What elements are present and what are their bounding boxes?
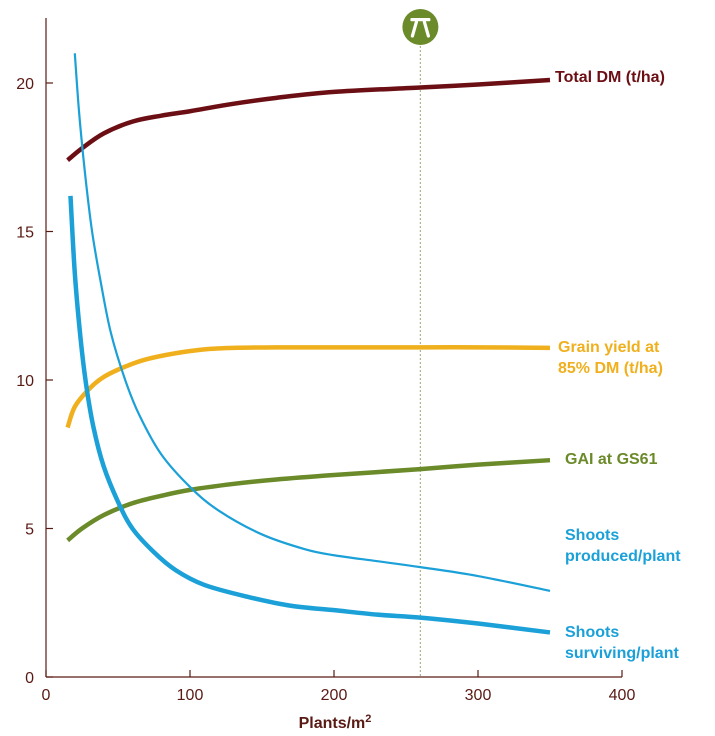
series-label-line: 85% DM (t/ha)	[558, 360, 663, 377]
x-tick-label: 100	[177, 687, 204, 704]
series-label-line: Shoots	[565, 527, 619, 544]
y-tick-label: 10	[16, 373, 34, 390]
series-line	[66, 77, 551, 162]
y-tick-label: 20	[16, 76, 34, 93]
series-label: Total DM (t/ha)	[555, 69, 665, 86]
y-tick-label: 15	[16, 225, 34, 242]
series-group	[65, 53, 551, 635]
series-label-line: Shoots	[565, 624, 619, 641]
series-label: GAI at GS61	[565, 451, 658, 468]
series-line	[66, 457, 551, 543]
series-labels: Total DM (t/ha) Grain yield at 85% DM (t/h…	[555, 69, 681, 662]
series-label: Grain yield at 85% DM (t/ha)	[558, 339, 663, 377]
series-line	[73, 53, 551, 592]
y-tick-label: 0	[25, 670, 34, 687]
series-line	[65, 345, 551, 429]
series-line	[68, 195, 551, 635]
y-tick-label: 5	[25, 522, 34, 539]
series-label-line: GAI at GS61	[565, 451, 658, 468]
series-label-line: Total DM (t/ha)	[555, 69, 665, 86]
marker	[402, 9, 439, 677]
series-label-line: Grain yield at	[558, 339, 660, 356]
x-axis-title: Plants/m2	[299, 713, 372, 732]
x-axis-title-text: Plants/m	[299, 715, 366, 732]
series-label: Shoots surviving/plant	[565, 624, 679, 662]
series-label: Shoots produced/plant	[565, 527, 681, 565]
drilling-icon	[402, 9, 439, 45]
series-label-line: produced/plant	[565, 548, 681, 565]
x-tick-label: 300	[465, 687, 492, 704]
x-axis-title-superscript: 2	[365, 713, 371, 725]
series-label-line: surviving/plant	[565, 645, 679, 662]
x-tick-label: 200	[321, 687, 348, 704]
x-tick-label: 400	[609, 687, 636, 704]
x-tick-label: 0	[42, 687, 51, 704]
